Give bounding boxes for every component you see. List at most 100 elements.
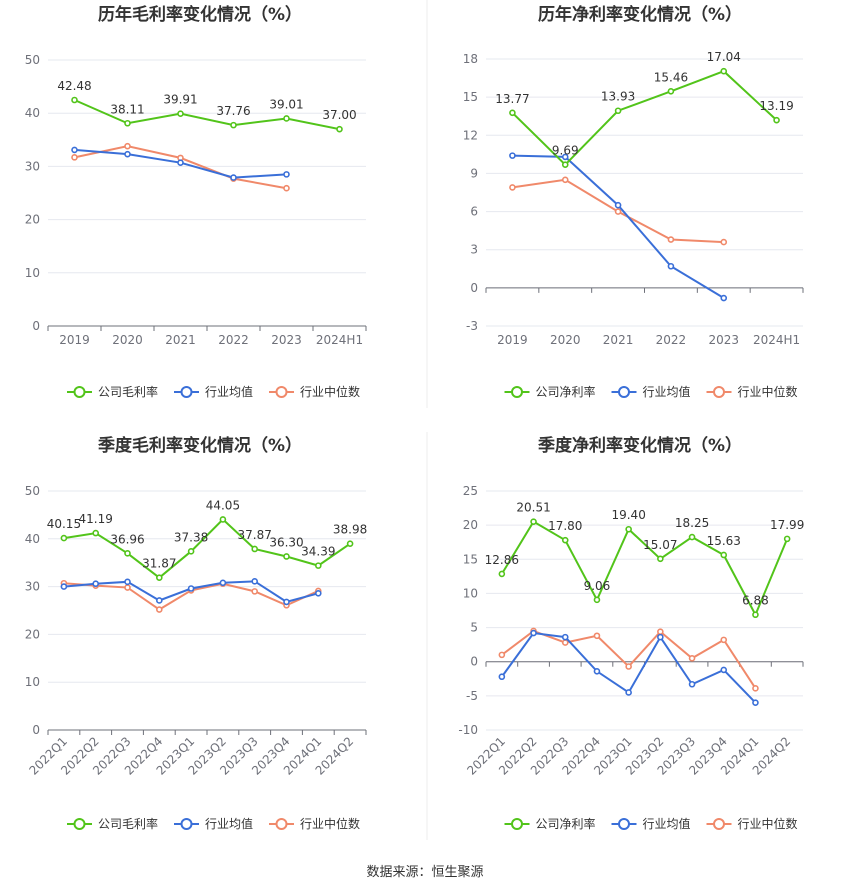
data-label: 9.69 (552, 144, 579, 158)
legend-item-company[interactable]: 公司净利率 (504, 384, 596, 399)
data-point (667, 262, 675, 270)
x-tick-label: 2021 (165, 333, 196, 347)
legend-item-company[interactable]: 公司毛利率 (67, 384, 158, 399)
legend-label: 行业均值 (643, 384, 691, 399)
data-label: 38.98 (333, 523, 367, 537)
y-tick-label: 12 (463, 128, 478, 142)
data-point (230, 121, 237, 129)
legend-item-company[interactable]: 公司毛利率 (67, 816, 158, 831)
data-point (219, 516, 227, 523)
data-label: 17.80 (548, 519, 582, 533)
y-tick-label: 40 (25, 532, 40, 546)
data-point (561, 161, 569, 168)
data-point (71, 154, 78, 161)
series-line (63, 518, 351, 579)
data-label: 44.05 (206, 498, 240, 512)
legend-label: 公司毛利率 (98, 384, 158, 399)
data-point (625, 525, 632, 533)
data-label: 18.25 (675, 516, 709, 530)
legend-item-median[interactable]: 行业中位数 (706, 816, 798, 831)
series-line (511, 70, 778, 167)
data-point (752, 699, 759, 706)
legend-circle-icon (511, 818, 523, 830)
data-point (625, 663, 632, 670)
data-label: 36.30 (269, 535, 303, 549)
data-point (156, 606, 163, 613)
x-tick-label: 2021 (603, 333, 634, 347)
data-point (219, 579, 227, 587)
y-tick-label: 10 (25, 266, 40, 280)
chart-panel-2: 历年净利率变化情况（%） -3 0 3 6 9 12 15 18 2019 2020 2021 2022… (463, 4, 804, 399)
legend-item-avg[interactable]: 行业均值 (174, 384, 253, 399)
data-point (667, 87, 675, 95)
data-point (561, 639, 569, 646)
x-tick-label: 2022 (656, 333, 687, 347)
legend-item-avg[interactable]: 行业均值 (611, 384, 691, 399)
data-point (498, 673, 506, 681)
legend-item-company[interactable]: 公司净利率 (504, 816, 596, 831)
data-label: 9.06 (584, 579, 611, 593)
data-point (561, 536, 569, 544)
y-tick-label: -5 (466, 689, 478, 703)
data-point (720, 551, 728, 559)
y-tick-label: 50 (25, 53, 40, 67)
series-line (512, 154, 725, 299)
legend-circle-icon (618, 818, 630, 830)
data-label: 12.86 (485, 553, 519, 567)
data-point (124, 584, 131, 591)
data-point (509, 152, 516, 159)
y-tick-label: 9 (470, 166, 478, 180)
x-tick-label: 2023 (708, 333, 739, 347)
data-label: 15.63 (707, 534, 741, 548)
data-label: 37.87 (238, 528, 272, 542)
y-tick-label: 0 (470, 281, 478, 295)
data-point (251, 578, 258, 585)
legend-label: 行业中位数 (300, 384, 360, 399)
legend-item-avg[interactable]: 行业均值 (174, 816, 253, 831)
legend-item-median[interactable]: 行业中位数 (706, 384, 798, 399)
y-tick-label: 30 (25, 159, 40, 173)
legend-item-median[interactable]: 行业中位数 (269, 384, 360, 399)
data-point (283, 171, 290, 178)
data-label: 34.39 (301, 545, 335, 559)
data-point (752, 611, 759, 619)
data-point (60, 583, 68, 590)
data-label: 6.88 (742, 594, 769, 608)
data-point (336, 125, 343, 133)
data-label: 31.87 (142, 557, 176, 571)
legend-label: 行业均值 (643, 816, 691, 831)
data-point (498, 651, 506, 659)
legend-item-avg[interactable]: 行业均值 (611, 816, 691, 831)
series-company: 12.86 20.51 17.80 9.06 19.40 15.07 18.25 15.63 6… (485, 501, 804, 619)
legend-item-median[interactable]: 行业中位数 (269, 816, 360, 831)
data-point (346, 540, 354, 547)
data-point (720, 238, 728, 246)
legend-circle-icon (618, 386, 630, 398)
data-point (593, 632, 601, 640)
data-point (283, 598, 290, 606)
legend-label: 行业中位数 (738, 384, 798, 399)
legend-label: 公司净利率 (536, 816, 596, 831)
x-tick-label: 2023 (271, 333, 302, 347)
y-tick-label: 10 (25, 675, 40, 689)
data-point (498, 570, 506, 578)
y-tick-label: 5 (470, 621, 478, 635)
chart-title: 季度净利率变化情况（%） (538, 435, 742, 456)
y-tick-label: -10 (458, 723, 478, 737)
legend-circle-icon (180, 818, 193, 830)
series-median (509, 176, 728, 246)
y-tick-label: 0 (470, 655, 478, 669)
data-point (593, 596, 601, 604)
data-label: 17.99 (770, 518, 804, 532)
y-tick-label: 20 (463, 518, 478, 532)
chart-panel-4: 季度净利率变化情况（%）-10-505101520252022Q12022Q22… (458, 435, 804, 831)
data-point (71, 146, 78, 154)
data-label: 42.48 (57, 79, 91, 93)
y-tick-label: 30 (25, 580, 40, 594)
y-tick-label: 0 (32, 319, 40, 333)
legend-circle-icon (713, 386, 725, 398)
data-point (177, 159, 184, 166)
y-tick-label: 15 (463, 552, 478, 566)
legend-circle-icon (73, 386, 86, 398)
